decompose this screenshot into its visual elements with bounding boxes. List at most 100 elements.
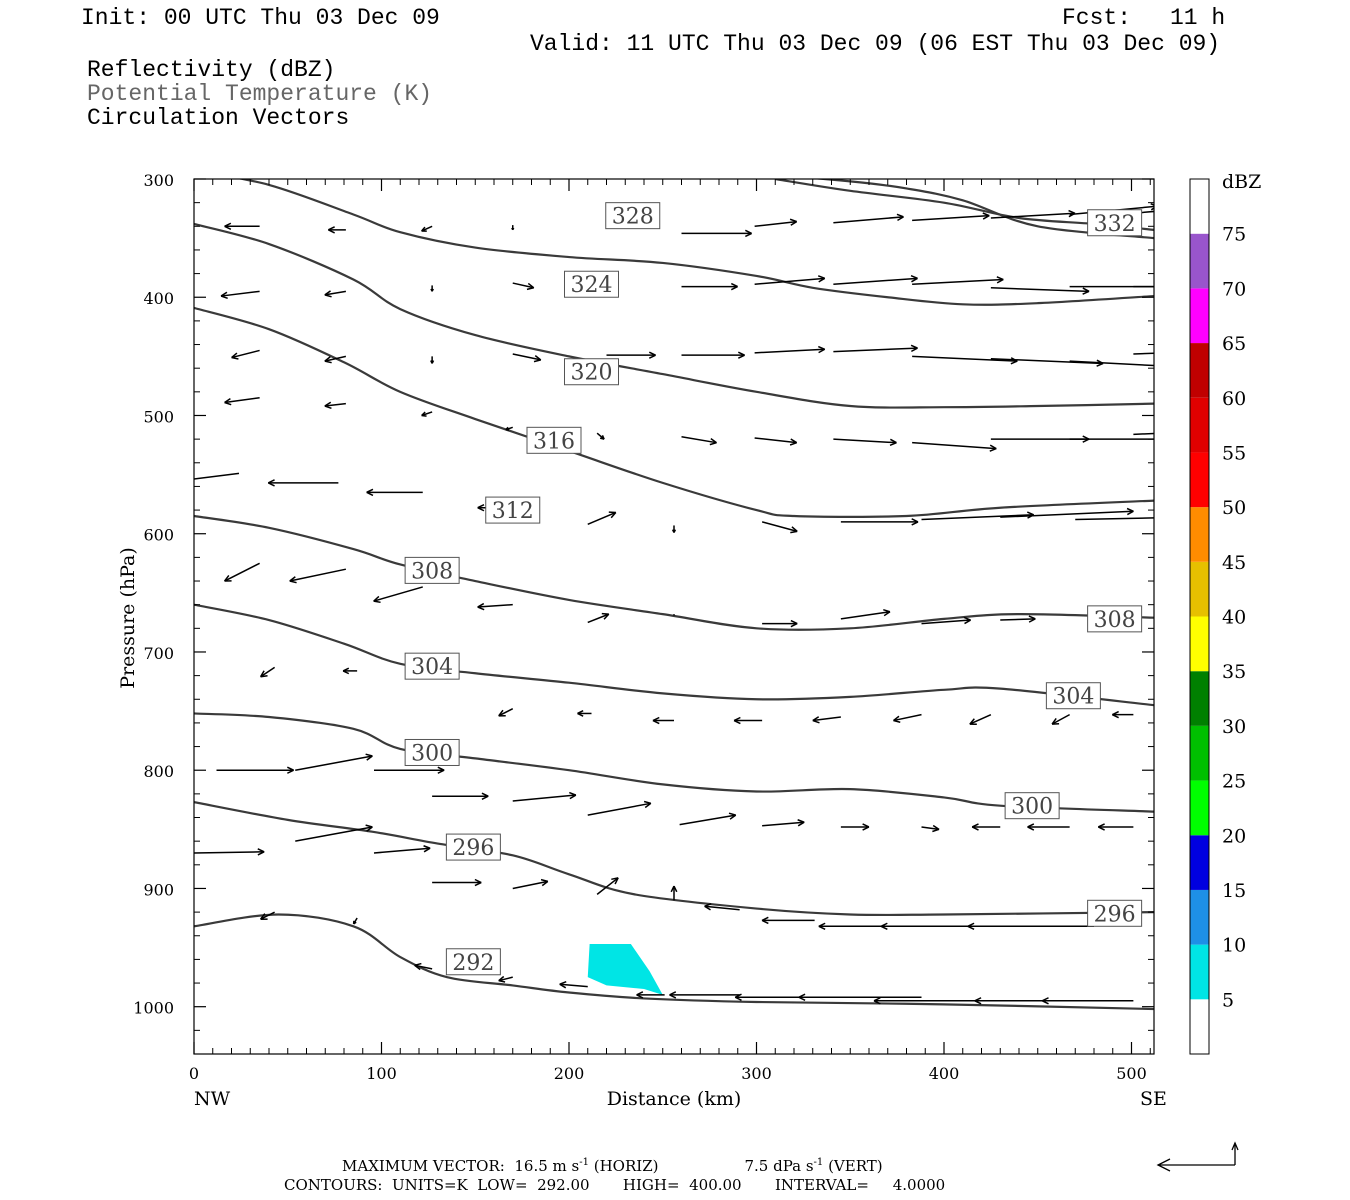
colorbar-label: 50 — [1222, 497, 1246, 519]
colorbar-label: 45 — [1222, 552, 1246, 574]
field-label-vectors: Circulation Vectors — [87, 105, 350, 131]
reflectivity-cell — [587, 944, 663, 995]
circulation-vector — [596, 877, 619, 895]
colorbar-title: dBZ — [1222, 171, 1261, 193]
colorbar-swatch — [1190, 179, 1209, 234]
colorbar-label: 70 — [1222, 278, 1246, 300]
footer-contours: CONTOURS: UNITS=K LOW= 292.00 HIGH= 400.… — [284, 1176, 946, 1194]
circulation-vector — [1133, 432, 1154, 436]
circulation-vector — [754, 437, 798, 446]
circulation-vector — [498, 975, 513, 983]
y-tick-label: 300 — [143, 171, 174, 190]
theta-contour-312 — [194, 306, 1154, 518]
x-tick-label: 400 — [929, 1064, 960, 1083]
circulation-vector — [754, 218, 798, 228]
colorbar-swatch — [1190, 233, 1209, 289]
circulation-vector — [1000, 615, 1036, 623]
circulation-vector — [421, 225, 433, 232]
circulation-vector — [681, 282, 738, 291]
x-tick-label: 300 — [741, 1064, 772, 1083]
circulation-vector — [432, 792, 489, 800]
svg-text:300: 300 — [411, 741, 453, 766]
circulation-vector — [912, 355, 1018, 365]
circulation-vector — [231, 349, 260, 360]
contour-label: 296 — [1087, 899, 1143, 927]
contour-label: 332 — [1087, 209, 1143, 237]
colorbar-label: 25 — [1222, 771, 1246, 793]
circulation-vector — [669, 991, 740, 999]
x-axis-title: Distance (km) — [607, 1088, 742, 1110]
circulation-vector — [670, 885, 678, 901]
circulation-vector — [606, 351, 656, 359]
circulation-vector — [224, 397, 260, 406]
circulation-vector — [921, 824, 940, 833]
circulation-vector — [1133, 210, 1154, 215]
circulation-vector — [373, 845, 431, 854]
theta-contour-292 — [194, 913, 1154, 1011]
theta-contour-308 — [194, 514, 1154, 631]
contour-label: 304 — [404, 652, 460, 680]
circulation-vector — [505, 426, 513, 431]
y-tick-label: 900 — [143, 880, 174, 899]
contour-label: 316 — [526, 426, 582, 454]
svg-text:296: 296 — [1094, 902, 1136, 927]
circulation-vector — [812, 716, 841, 724]
colorbar-swatch — [1190, 780, 1209, 836]
svg-text:304: 304 — [411, 655, 453, 680]
circulation-vector — [414, 962, 433, 971]
circulation-vector — [1133, 285, 1154, 288]
colorbar-swatch — [1190, 397, 1209, 453]
circulation-vector — [1027, 823, 1070, 831]
x-left-direction: NW — [194, 1088, 231, 1110]
svg-text:324: 324 — [571, 273, 613, 298]
circulation-vector — [1069, 360, 1154, 367]
colorbar-swatch — [1190, 288, 1209, 344]
plot-frame — [193, 178, 1155, 1055]
circulation-vector — [432, 878, 482, 887]
circulation-vector — [671, 525, 677, 533]
svg-text:312: 312 — [492, 499, 534, 524]
contour-label: 308 — [404, 556, 460, 584]
colorbar-swatch — [1190, 343, 1209, 398]
theta-contour-320 — [237, 179, 1154, 306]
circulation-vector — [328, 226, 346, 234]
colorbar-swatch — [1190, 452, 1209, 508]
init-time: Init: 00 UTC Thu 03 Dec 09 — [81, 5, 440, 31]
circulation-vector — [1075, 517, 1154, 521]
circulation-vector — [342, 667, 358, 675]
circulation-vector — [681, 229, 752, 238]
contour-label: 292 — [445, 948, 501, 976]
circulation-vector — [194, 472, 240, 480]
contour-label: 300 — [1004, 792, 1060, 820]
circulation-vector — [798, 993, 922, 1001]
svg-text:292: 292 — [452, 951, 494, 976]
circulation-vector — [681, 351, 745, 359]
x-tick-label: 500 — [1116, 1064, 1147, 1083]
circulation-vector — [921, 616, 971, 625]
circulation-vector — [967, 922, 1094, 931]
circulation-vector — [430, 285, 434, 292]
theta-contour-328 — [194, 48, 1154, 164]
svg-text:332: 332 — [1094, 212, 1136, 237]
circulation-vector — [912, 276, 1004, 285]
circulation-vector — [762, 819, 805, 827]
valid-time: Valid: 11 UTC Thu 03 Dec 09 (06 EST Thu … — [530, 31, 1221, 57]
circulation-vector — [352, 917, 358, 925]
contour-label: 300 — [404, 738, 460, 766]
colorbar-swatch — [1190, 561, 1209, 617]
circulation-vector — [373, 586, 423, 604]
colorbar-swatch — [1190, 889, 1209, 945]
colorbar-label: 65 — [1222, 333, 1246, 355]
circulation-vector — [1041, 997, 1134, 1005]
x-right-direction: SE — [1140, 1088, 1167, 1110]
circulation-vector — [761, 916, 815, 925]
circulation-vector — [596, 432, 605, 440]
field-label-theta: Potential Temperature (K) — [87, 81, 433, 107]
circulation-vector — [833, 438, 897, 447]
svg-text:316: 316 — [533, 429, 575, 454]
circulation-vector — [761, 521, 798, 534]
svg-text:328: 328 — [612, 205, 654, 230]
circulation-vector — [912, 441, 997, 452]
circulation-vector — [969, 713, 992, 726]
colorbar-label: 55 — [1222, 442, 1246, 464]
